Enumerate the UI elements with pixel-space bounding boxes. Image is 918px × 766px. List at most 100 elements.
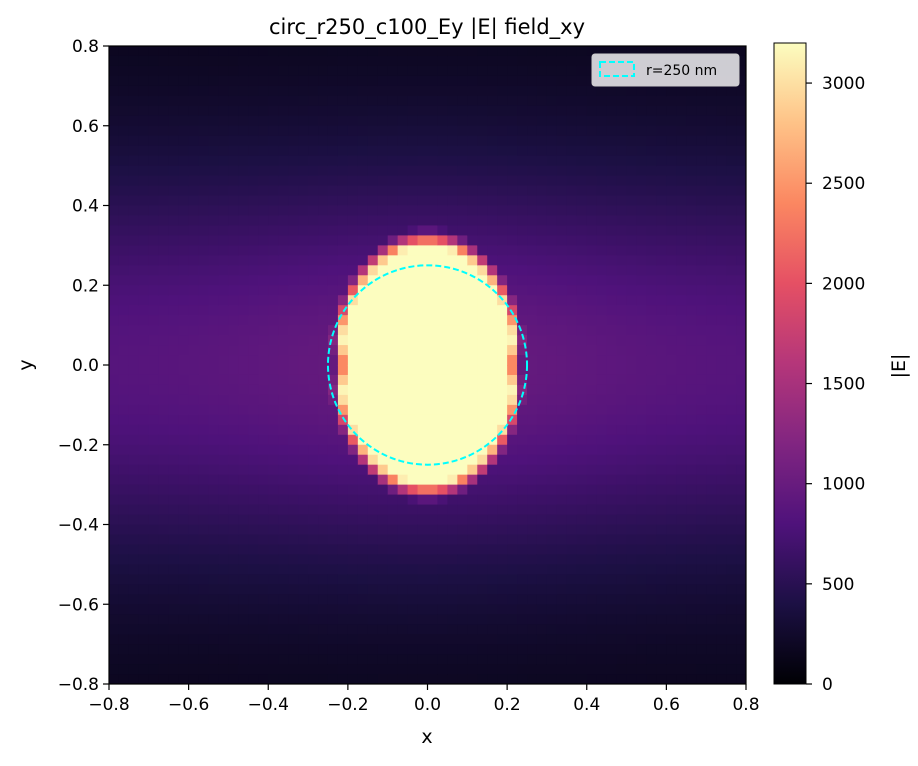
heatmap-cell [258, 524, 269, 536]
heatmap-cell [357, 135, 369, 147]
heatmap-cell [397, 624, 409, 635]
heatmap-cell [666, 444, 677, 456]
heatmap-cell [109, 614, 120, 625]
heatmap-cell [646, 414, 658, 426]
heatmap-cell [726, 424, 737, 436]
heatmap-cell [596, 444, 608, 456]
heatmap-cell [208, 325, 220, 336]
heatmap-cell [417, 624, 429, 635]
heatmap-cell [517, 125, 528, 137]
heatmap-cell [288, 115, 299, 127]
heatmap-cell [527, 225, 538, 237]
heatmap-cell [596, 654, 608, 665]
heatmap-cell [258, 534, 269, 546]
heatmap-cell [427, 265, 439, 276]
heatmap-cell [148, 46, 160, 57]
heatmap-cell [726, 215, 737, 227]
heatmap-cell [686, 105, 697, 117]
heatmap-cell [556, 534, 568, 546]
heatmap-cell [168, 46, 180, 57]
heatmap-cell [656, 434, 667, 446]
heatmap-cell [706, 135, 717, 147]
heatmap-cell [178, 335, 190, 346]
heatmap-cell [377, 454, 389, 466]
heatmap-cell [188, 534, 200, 546]
heatmap-cell [397, 574, 409, 585]
heatmap-cell [407, 145, 419, 157]
heatmap-cell [736, 554, 746, 565]
heatmap-cell [347, 345, 359, 356]
heatmap-cell [278, 65, 289, 77]
heatmap-cell [427, 374, 439, 386]
heatmap-cell [198, 384, 210, 396]
heatmap-cell [676, 325, 687, 336]
heatmap-cell [288, 85, 299, 97]
heatmap-cell [377, 394, 389, 406]
heatmap-cell [696, 554, 707, 565]
heatmap-cell [158, 484, 170, 496]
heatmap-cell [586, 594, 598, 605]
heatmap-cell [298, 305, 309, 316]
heatmap-cell [228, 225, 239, 237]
heatmap-cell [517, 634, 528, 645]
heatmap-cell [278, 46, 289, 57]
heatmap-cell [546, 275, 558, 286]
heatmap-cell [228, 674, 239, 684]
heatmap-cell [158, 335, 170, 346]
heatmap-cell [158, 554, 170, 565]
heatmap-cell [457, 85, 468, 97]
heatmap-cell [288, 434, 299, 446]
heatmap-cell [367, 654, 379, 665]
heatmap-cell [556, 46, 568, 57]
heatmap-cell [527, 205, 538, 217]
heatmap-cell [546, 295, 558, 306]
heatmap-cell [696, 305, 707, 316]
heatmap-cell [377, 335, 389, 346]
heatmap-cell [586, 454, 598, 466]
heatmap-cell [646, 295, 658, 306]
heatmap-cell [546, 514, 558, 526]
heatmap-cell [407, 345, 419, 356]
heatmap-cell [168, 584, 180, 595]
heatmap-cell [118, 105, 130, 117]
heatmap-cell [546, 175, 558, 187]
heatmap-cell [606, 404, 618, 416]
heatmap-cell [109, 594, 120, 605]
heatmap-cell [138, 165, 150, 177]
heatmap-cell [109, 185, 120, 197]
heatmap-cell [666, 345, 677, 356]
heatmap-cell [477, 584, 488, 595]
heatmap-cell [298, 554, 309, 565]
heatmap-cell [447, 604, 458, 615]
heatmap-cell [298, 225, 309, 237]
heatmap-cell [238, 474, 249, 486]
heatmap-cell [198, 374, 210, 386]
heatmap-cell [616, 335, 628, 346]
heatmap-cell [238, 305, 249, 316]
heatmap-cell [736, 514, 746, 526]
heatmap-cell [716, 464, 727, 476]
heatmap-cell [596, 285, 608, 296]
heatmap-cell [507, 544, 518, 556]
heatmap-cell [566, 524, 578, 536]
heatmap-cell [228, 484, 239, 496]
heatmap-cell [517, 65, 528, 77]
heatmap-cell [337, 634, 349, 645]
heatmap-cell [457, 295, 468, 306]
heatmap-cell [377, 305, 389, 316]
heatmap-cell [517, 454, 528, 466]
heatmap-cell [178, 474, 190, 486]
heatmap-cell [646, 325, 658, 336]
heatmap-cell [288, 75, 299, 87]
heatmap-cell [726, 504, 737, 516]
heatmap-cell [686, 235, 697, 246]
heatmap-cell [178, 504, 190, 516]
heatmap-cell [397, 85, 409, 97]
heatmap-cell [148, 494, 160, 506]
heatmap-cell [596, 594, 608, 605]
heatmap-cell [716, 384, 727, 396]
heatmap-cell [318, 614, 329, 625]
heatmap-cell [606, 335, 618, 346]
heatmap-cell [228, 335, 239, 346]
heatmap-cell [387, 165, 399, 177]
